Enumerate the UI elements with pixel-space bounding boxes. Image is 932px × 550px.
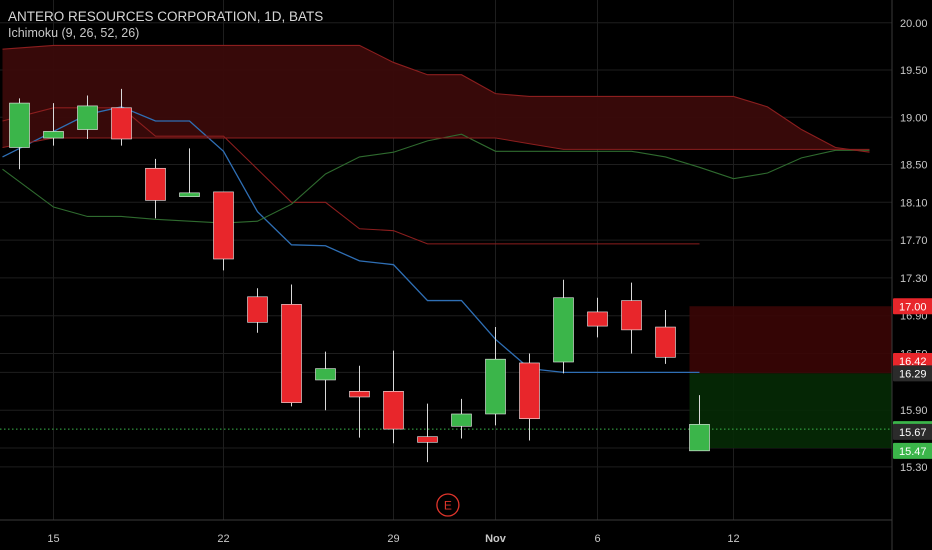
price-label-tag	[893, 423, 932, 440]
candle-up	[9, 102, 30, 148]
price-label-tag	[893, 365, 932, 382]
price-label-text: 16.42	[899, 356, 927, 368]
candle-down	[621, 300, 642, 331]
position-boxes	[689, 306, 892, 448]
time-tick-label: 22	[217, 533, 229, 545]
cloud-fill	[2, 45, 870, 153]
time-tick-label: 15	[47, 533, 59, 545]
candle-up	[43, 131, 64, 139]
symbol-title: ANTERO RESOURCES CORPORATION, 1D, BATS	[8, 9, 324, 24]
candle-up	[485, 358, 506, 415]
candle-down	[281, 304, 302, 403]
price-label-text: 17.00	[899, 301, 927, 313]
price-tick-label: 19.00	[900, 112, 928, 124]
candle-up	[77, 105, 98, 130]
candle-down	[383, 390, 404, 430]
candle-down	[247, 296, 268, 323]
candle-up	[553, 297, 574, 363]
ichimoku-lines	[0, 44, 892, 430]
candle-up	[315, 368, 336, 381]
candle-up	[179, 192, 200, 197]
candle-down	[417, 436, 438, 443]
price-label-text: 15.47	[899, 446, 927, 458]
price-label-text: 15.67	[899, 427, 927, 439]
price-label-tag	[893, 442, 932, 459]
chart-header: ANTERO RESOURCES CORPORATION, 1D, BATS I…	[8, 8, 323, 42]
price-tick-label: 15.30	[900, 462, 928, 474]
price-tick-label: 15.90	[900, 405, 928, 417]
candles	[9, 88, 710, 463]
time-tick-label: Nov	[485, 533, 507, 545]
time-axis[interactable]: 15 22 29 Nov 6 12	[0, 519, 892, 545]
take-profit-zone	[689, 373, 892, 448]
price-tick-label: 19.50	[900, 65, 928, 77]
earnings-circle	[436, 493, 460, 517]
stop-loss-zone	[689, 306, 892, 374]
time-tick-label: 12	[727, 533, 739, 545]
candle-down	[111, 107, 132, 140]
leading-span-b-line	[2, 137, 870, 150]
price-tick-label: 17.70	[900, 235, 928, 247]
price-axis[interactable]: 15.3015.5015.9016.3016.5016.9017.3017.70…	[891, 0, 932, 550]
ichimoku-cloud	[2, 45, 870, 153]
indicator-legend[interactable]: Ichimoku (9, 26, 52, 26)	[8, 26, 140, 40]
price-label-tag	[893, 298, 932, 315]
time-tick-label: 6	[594, 533, 600, 545]
earnings-marker[interactable]: E	[436, 493, 460, 517]
price-label-tag	[893, 353, 932, 370]
time-tick-label: 29	[387, 533, 399, 545]
candle-up	[451, 413, 472, 427]
leading-span-a-line	[2, 44, 870, 153]
candle-down	[655, 326, 676, 358]
earnings-label: E	[444, 499, 452, 513]
base-line	[2, 107, 700, 245]
price-label-text: 16.29	[899, 368, 927, 380]
price-tick-label: 20.00	[900, 18, 928, 30]
price-tick-label: 18.10	[900, 197, 928, 209]
price-tick-label: 17.30	[900, 273, 928, 285]
candle-down	[349, 390, 370, 398]
candle-down	[145, 167, 166, 201]
candle-down	[587, 311, 608, 327]
price-tick-label: 18.50	[900, 160, 928, 172]
candle-down	[519, 362, 540, 420]
candle-down	[213, 191, 234, 260]
candle-up	[689, 424, 710, 452]
